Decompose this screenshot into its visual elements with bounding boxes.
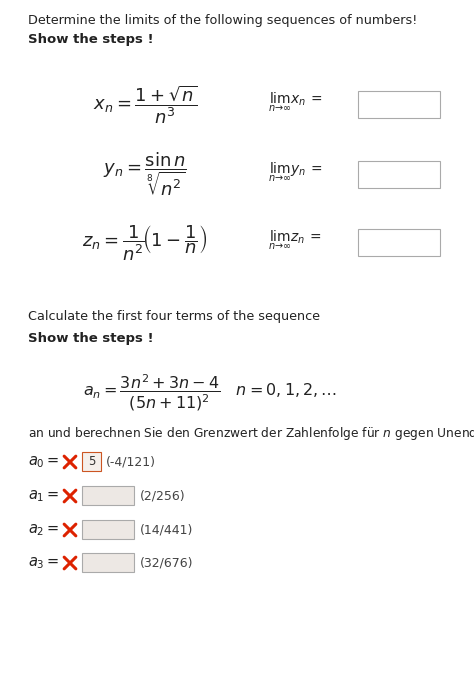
Text: (2/256): (2/256) xyxy=(140,489,186,502)
Text: $a_3 =$: $a_3 =$ xyxy=(28,555,59,571)
FancyBboxPatch shape xyxy=(358,91,440,118)
Text: (14/441): (14/441) xyxy=(140,524,193,536)
FancyBboxPatch shape xyxy=(358,161,440,188)
Text: an und berechnen Sie den Grenzwert der Zahlenfolge für $n$ gegen Unend: an und berechnen Sie den Grenzwert der Z… xyxy=(28,425,474,442)
Text: $z_n = \dfrac{1}{n^2}\!\left(1 - \dfrac{1}{n}\right)$: $z_n = \dfrac{1}{n^2}\!\left(1 - \dfrac{… xyxy=(82,224,208,262)
Text: $y_n = \dfrac{\sin n}{\sqrt[8]{n^2}}$: $y_n = \dfrac{\sin n}{\sqrt[8]{n^2}}$ xyxy=(103,151,187,199)
Text: (-4/121): (-4/121) xyxy=(106,455,156,468)
Text: $\lim_{n \to \infty} y_n =$: $\lim_{n \to \infty} y_n =$ xyxy=(268,161,322,183)
FancyBboxPatch shape xyxy=(82,452,101,471)
Text: Show the steps !: Show the steps ! xyxy=(28,332,154,345)
Text: $x_n = \dfrac{1 + \sqrt{n}}{n^3}$: $x_n = \dfrac{1 + \sqrt{n}}{n^3}$ xyxy=(93,84,197,127)
Text: 5: 5 xyxy=(88,455,95,468)
FancyBboxPatch shape xyxy=(358,229,440,256)
Text: $a_0 =$: $a_0 =$ xyxy=(28,454,59,470)
FancyBboxPatch shape xyxy=(82,520,134,539)
Text: Calculate the first four terms of the sequence: Calculate the first four terms of the se… xyxy=(28,310,320,323)
Text: $a_1 =$: $a_1 =$ xyxy=(28,488,59,504)
Text: $\lim_{n \to \infty} x_n =$: $\lim_{n \to \infty} x_n =$ xyxy=(268,91,322,113)
Text: (32/676): (32/676) xyxy=(140,556,193,570)
FancyBboxPatch shape xyxy=(82,553,134,572)
Text: $a_n = \dfrac{3n^2 + 3n - 4}{(5n + 11)^2}$$\quad n = 0, 1, 2, \ldots$: $a_n = \dfrac{3n^2 + 3n - 4}{(5n + 11)^2… xyxy=(83,373,337,413)
Text: $a_2 =$: $a_2 =$ xyxy=(28,522,59,538)
FancyBboxPatch shape xyxy=(82,486,134,505)
Text: Determine the limits of the following sequences of numbers!: Determine the limits of the following se… xyxy=(28,14,417,27)
Text: $\lim_{n \to \infty} z_n =$: $\lim_{n \to \infty} z_n =$ xyxy=(268,228,321,252)
Text: Show the steps !: Show the steps ! xyxy=(28,33,154,46)
